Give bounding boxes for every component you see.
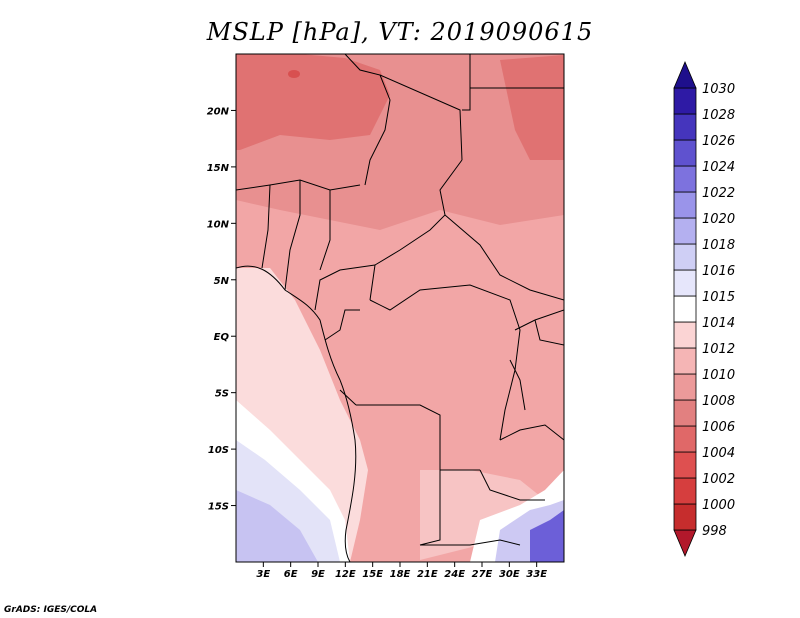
colorbar: 998 1000 1002 1004 1006 1008 1010 1012 1014 1015 1… (673, 60, 735, 558)
lon-axis: 3E 6E 9E 12E 15E 18E 21E 24E 27E 30E 33E (256, 562, 547, 580)
colorbar-label: 1028 (702, 108, 735, 123)
colorbar-label: 1008 (702, 394, 735, 409)
lon-tick-label: 30E (499, 569, 520, 580)
colorbar-label: 1002 (702, 472, 735, 487)
colorbar-bin (673, 451, 697, 479)
lon-tick-label: 24E (444, 569, 465, 580)
colorbar-label: 1024 (702, 160, 735, 175)
colorbar-bin (673, 217, 697, 245)
lon-tick-label: 27E (472, 569, 493, 580)
lat-tick-label: 20N (207, 106, 230, 117)
colorbar-label: 1004 (702, 446, 735, 461)
colorbar-bin (673, 425, 697, 453)
lon-tick-label: 33E (526, 569, 547, 580)
colorbar-bin (673, 165, 697, 193)
colorbar-label: 1014 (702, 316, 735, 331)
colorbar-bin (673, 269, 697, 297)
colorbar-bin (673, 399, 697, 427)
grads-credit: GrADS: IGES/COLA (4, 605, 98, 615)
lon-tick-label: 18E (390, 569, 411, 580)
colorbar-bin (673, 191, 697, 219)
colorbar-label: 1026 (702, 134, 735, 149)
colorbar-bin (673, 243, 697, 271)
lat-tick-label: 15N (207, 163, 230, 174)
colorbar-label: 1030 (702, 82, 735, 97)
colorbar-label: 998 (702, 524, 727, 539)
colorbar-label: 1016 (702, 264, 735, 279)
country-borders (236, 54, 564, 562)
colorbar-label: 1010 (702, 368, 735, 383)
lat-tick-label: 5S (215, 389, 229, 400)
lon-tick-label: 12E (335, 569, 356, 580)
lat-axis: 20N 15N 10N 5N EQ 5S 10S 15S (207, 106, 236, 513)
lon-tick-label: 3E (256, 569, 270, 580)
colorbar-bin (673, 529, 697, 558)
lon-tick-label: 9E (311, 569, 325, 580)
colorbar-label: 1015 (702, 290, 735, 305)
colorbar-bin (673, 60, 697, 89)
lat-tick-label: EQ (214, 332, 230, 343)
colorbar-bin (673, 113, 697, 141)
colorbar-label: 1006 (702, 420, 735, 435)
colorbar-bin (673, 139, 697, 167)
colorbar-label: 1000 (702, 498, 735, 513)
colorbar-bin (673, 477, 697, 505)
lon-tick-label: 6E (284, 569, 298, 580)
lon-tick-label: 15E (362, 569, 383, 580)
colorbar-bin (673, 373, 697, 401)
colorbar-bin (673, 87, 697, 115)
colorbar-bin (673, 321, 697, 349)
colorbar-bin (673, 503, 697, 531)
map-title: MSLP [hPa], VT: 2019090615 (206, 18, 594, 46)
colorbar-label: 1022 (702, 186, 735, 201)
colorbar-bin (673, 295, 697, 323)
lat-tick-label: 15S (208, 502, 229, 513)
colorbar-label: 1020 (702, 212, 735, 227)
lon-tick-label: 21E (417, 569, 438, 580)
colorbar-label: 1018 (702, 238, 735, 253)
lat-tick-label: 5N (214, 276, 230, 287)
colorbar-label: 1012 (702, 342, 735, 357)
colorbar-bin (673, 347, 697, 375)
pressure-field (236, 54, 564, 562)
lat-tick-label: 10N (207, 219, 230, 230)
lat-tick-label: 10S (208, 445, 229, 456)
